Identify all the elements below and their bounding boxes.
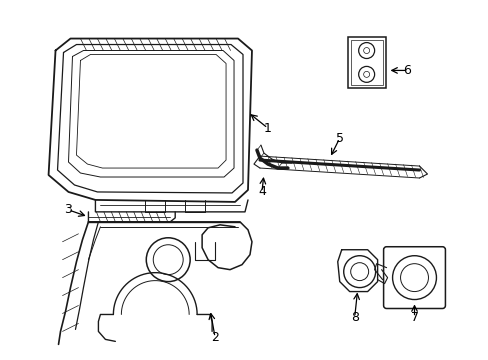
- Text: 2: 2: [211, 331, 219, 344]
- Bar: [347, 37, 385, 88]
- Text: 1: 1: [264, 122, 271, 135]
- Text: 7: 7: [410, 311, 418, 324]
- Text: 8: 8: [350, 311, 358, 324]
- Bar: [350, 40, 382, 85]
- Text: 3: 3: [64, 203, 72, 216]
- Text: 5: 5: [335, 132, 343, 145]
- Text: 4: 4: [258, 185, 265, 198]
- Text: 6: 6: [403, 64, 410, 77]
